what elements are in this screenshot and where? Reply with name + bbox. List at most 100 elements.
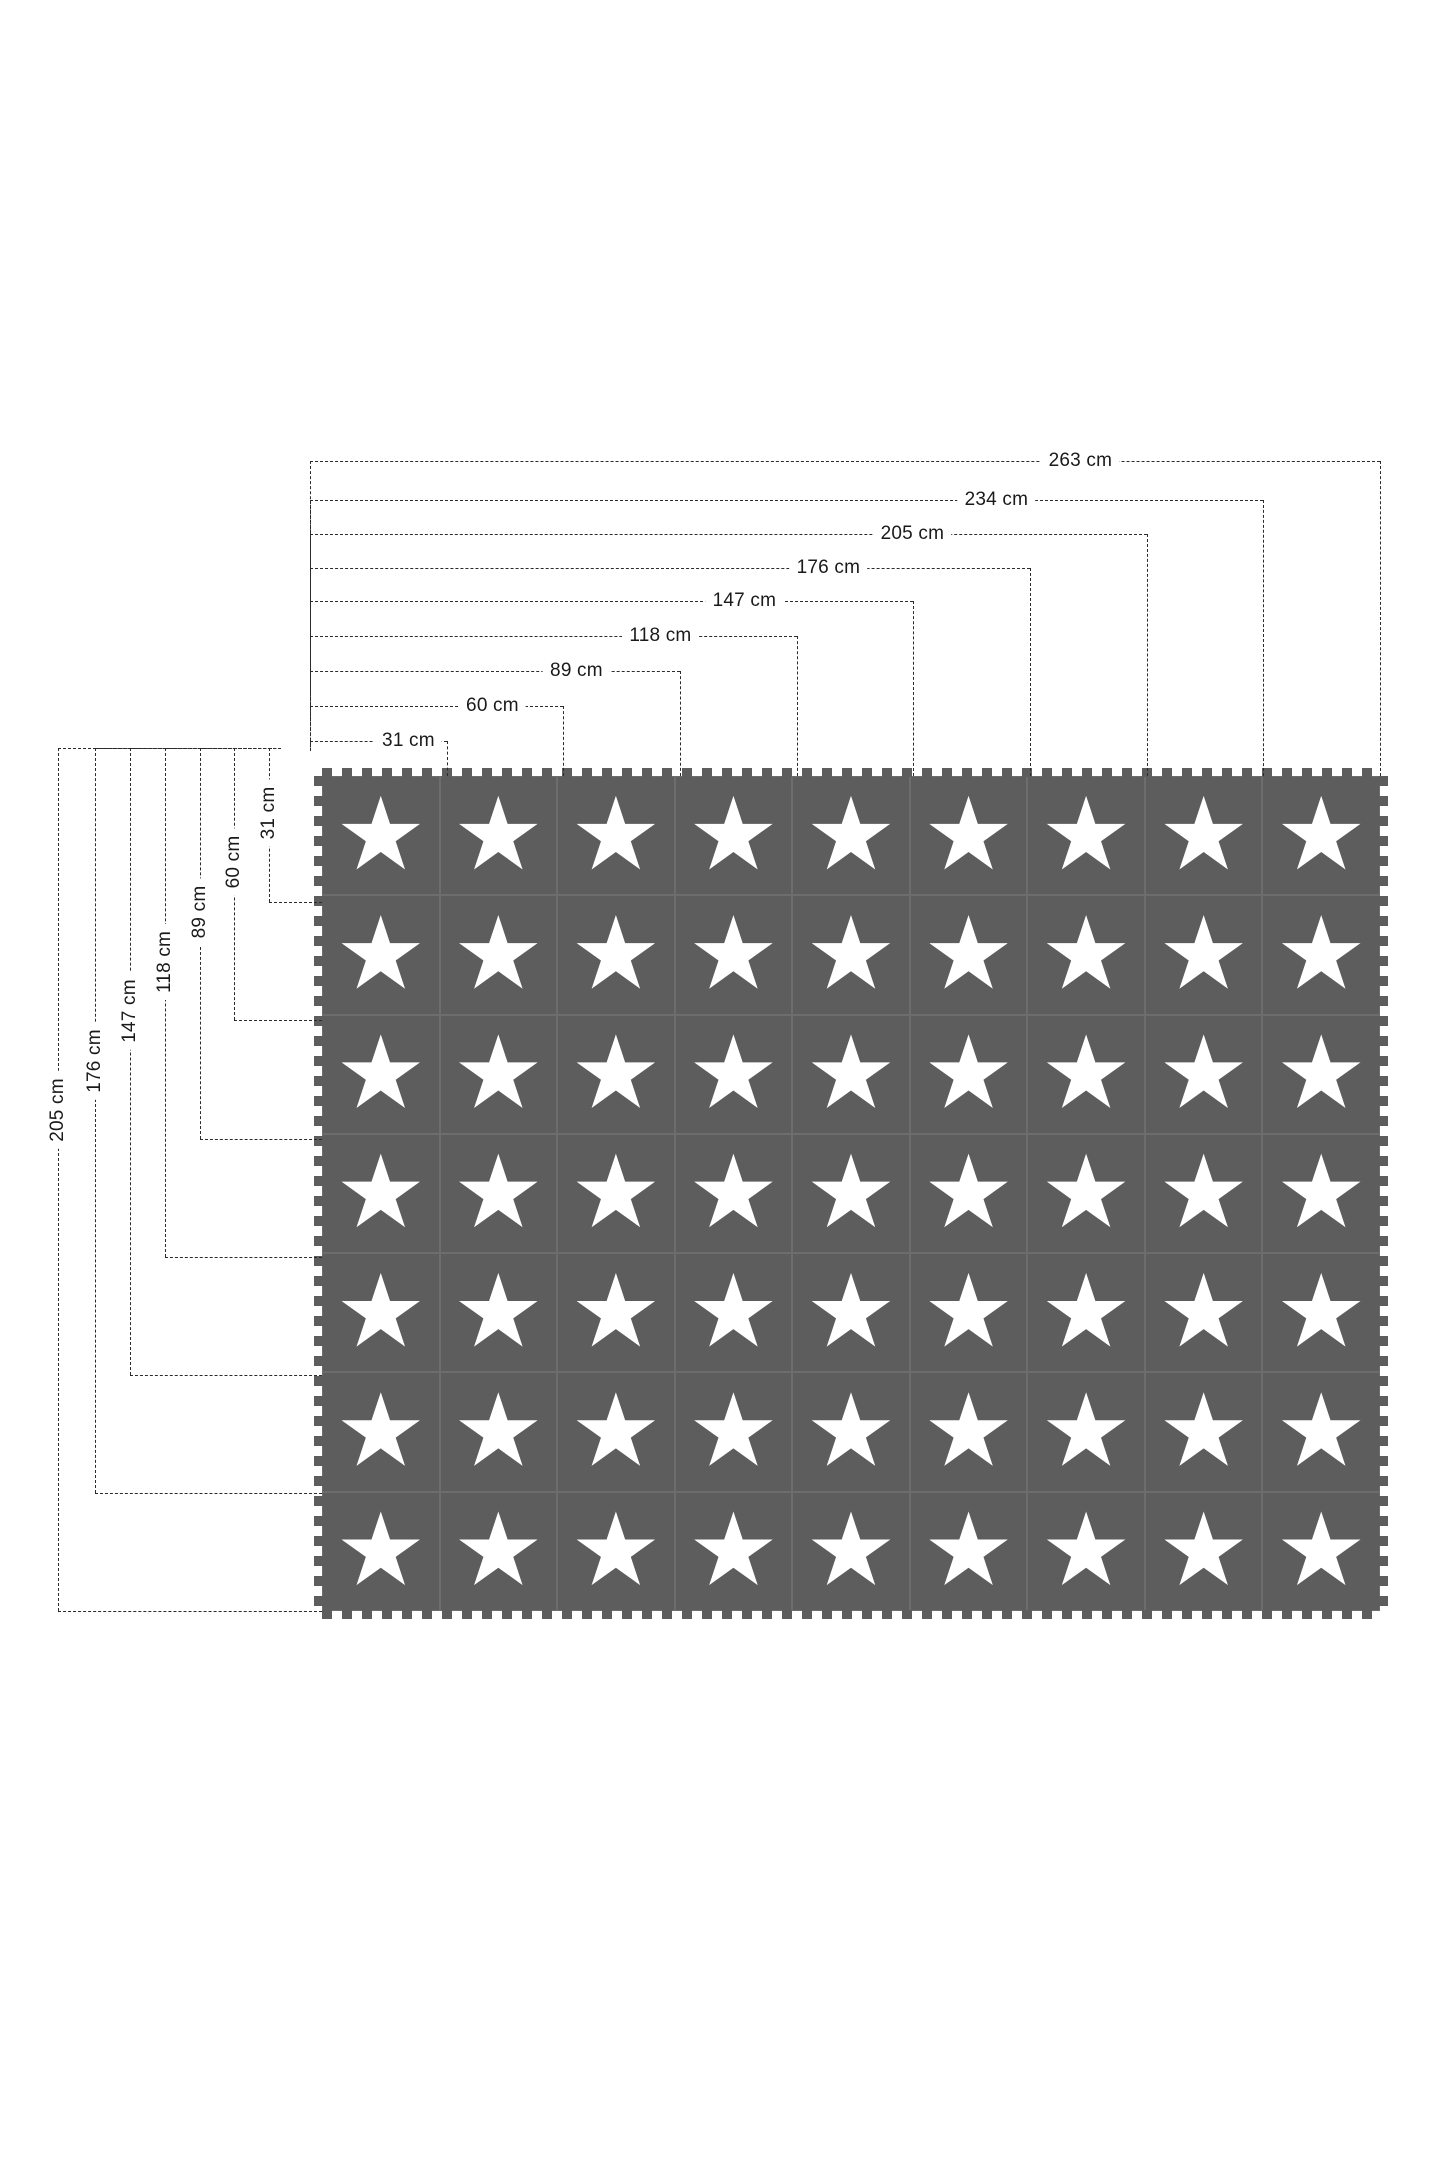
star-icon — [459, 795, 538, 870]
mat-tile — [1262, 1372, 1380, 1492]
mat-tile — [322, 776, 440, 896]
star-icon — [341, 1272, 421, 1347]
star-icon — [929, 915, 1008, 989]
mat-tile — [792, 895, 910, 1015]
mat-tile — [1144, 1014, 1263, 1134]
width-dimension-tick — [913, 601, 915, 776]
mat-tile — [909, 895, 1028, 1015]
mat-tile — [792, 1253, 910, 1373]
mat-tile — [909, 776, 1028, 896]
mat-tile — [1027, 1014, 1145, 1134]
width-dimension-label: 263 cm — [1041, 450, 1120, 472]
star-icon — [576, 1272, 656, 1347]
mat-tile — [322, 1253, 440, 1373]
star-icon — [341, 915, 421, 989]
star-icon — [576, 1392, 656, 1466]
width-dimension-line — [310, 601, 914, 603]
mat-tile — [1144, 1133, 1263, 1254]
mat-tile — [1027, 1372, 1145, 1492]
mat-tile — [1144, 776, 1263, 896]
height-dimension-tick — [58, 1611, 322, 1613]
mat-tile — [322, 1133, 440, 1254]
star-icon — [1164, 795, 1243, 870]
star-icon — [341, 1511, 421, 1586]
star-icon — [1281, 1392, 1361, 1466]
width-dimension-line — [310, 568, 1030, 570]
star-icon — [811, 1511, 891, 1586]
star-icon — [1281, 795, 1361, 870]
star-icon — [459, 1272, 538, 1347]
height-dimension-line — [95, 748, 97, 1493]
mat-tile — [1027, 1253, 1145, 1373]
star-icon — [1046, 1034, 1126, 1109]
width-dimension-line — [310, 636, 797, 638]
mat-tile — [1027, 1491, 1145, 1611]
mat-tile — [1262, 1133, 1380, 1254]
mat-edge-bottom — [322, 1610, 1380, 1619]
height-dimension-label: 31 cm — [258, 779, 280, 847]
width-dimension-line — [310, 671, 681, 673]
height-dimension-label: 89 cm — [189, 878, 211, 946]
mat-tile — [792, 776, 910, 896]
mat-tile — [557, 895, 675, 1015]
mat-tile — [674, 895, 793, 1015]
star-icon — [576, 795, 656, 870]
mat-tile — [1144, 895, 1263, 1015]
width-dimension-tick — [1380, 461, 1382, 776]
mat-tile — [1262, 1253, 1380, 1373]
width-dimension-line — [310, 534, 1147, 536]
mat-tile — [557, 1253, 675, 1373]
width-dimension-line — [310, 706, 564, 708]
star-icon — [1046, 1511, 1126, 1586]
star-icon — [694, 1034, 773, 1109]
star-icon — [811, 1272, 891, 1347]
width-dimension-tick — [1030, 568, 1032, 776]
height-dimension-tick — [130, 1374, 322, 1377]
width-dimension-tick — [1146, 534, 1149, 776]
star-icon — [929, 795, 1008, 870]
star-icon — [811, 915, 891, 989]
mat-tile — [439, 895, 558, 1015]
mat-tile — [1262, 1014, 1380, 1134]
star-icon — [1164, 1153, 1243, 1228]
mat-tile — [1262, 776, 1380, 896]
width-dimension-tick — [1263, 500, 1265, 776]
mat-tile — [322, 895, 440, 1015]
mat-tile — [1027, 895, 1145, 1015]
mat-tile — [439, 1253, 558, 1373]
mat-tile — [439, 776, 558, 896]
star-icon — [694, 915, 773, 989]
mat-tile — [1027, 776, 1145, 896]
mat-tile — [1262, 895, 1380, 1015]
star-icon — [1164, 1272, 1243, 1347]
star-icon — [694, 795, 773, 870]
star-icon — [341, 1153, 421, 1228]
height-dimension-tick — [165, 1256, 322, 1259]
star-icon — [694, 1153, 773, 1228]
height-dimension-origin-tick — [58, 748, 281, 750]
star-icon — [929, 1511, 1008, 1586]
mat-tile — [439, 1372, 558, 1492]
width-dimension-label: 147 cm — [705, 590, 784, 612]
star-icon — [341, 1392, 421, 1466]
star-icon — [1046, 1272, 1126, 1347]
height-dimension-tick — [200, 1138, 322, 1141]
width-dimension-tick — [563, 706, 565, 776]
star-icon — [576, 1511, 656, 1586]
star-icon — [459, 1392, 538, 1466]
mat-tile — [557, 1372, 675, 1492]
mat-tile — [1144, 1253, 1263, 1373]
height-dimension-line — [130, 748, 132, 1375]
star-icon — [341, 1034, 421, 1109]
width-dimension-tick — [796, 636, 799, 776]
width-dimension-tick — [680, 671, 682, 776]
star-icon — [1046, 795, 1126, 870]
width-dimension-label: 234 cm — [957, 489, 1036, 511]
height-dimension-tick — [269, 902, 322, 904]
star-icon — [459, 1511, 538, 1586]
star-icon — [1164, 915, 1243, 989]
mat-tile — [557, 1491, 675, 1611]
mat-tile — [674, 1491, 793, 1611]
mat-tile — [909, 1491, 1028, 1611]
mat-tile — [792, 1133, 910, 1254]
